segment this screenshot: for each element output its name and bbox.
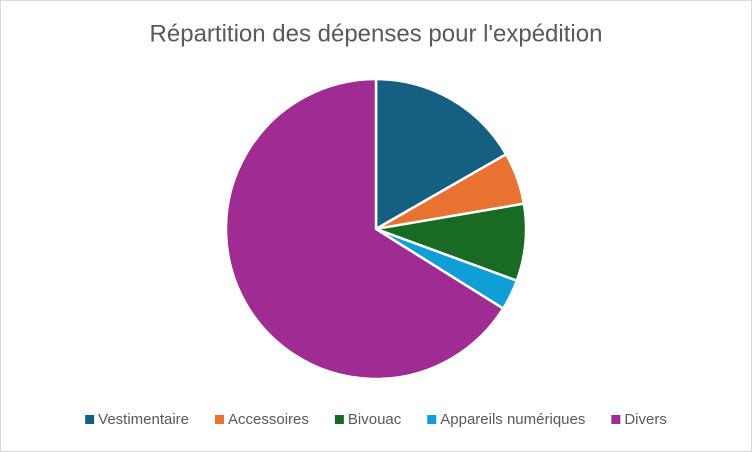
legend-label: Appareils numériques bbox=[440, 411, 585, 428]
legend-swatch bbox=[215, 415, 225, 424]
legend-label: Accessoires bbox=[228, 411, 309, 428]
legend-label: Vestimentaire bbox=[98, 411, 189, 428]
pie-slice bbox=[224, 77, 505, 381]
legend-swatch bbox=[85, 415, 95, 424]
legend-label: Bivouac bbox=[348, 411, 402, 428]
chart-title: Répartition des dépenses pour l'expéditi… bbox=[150, 20, 603, 47]
legend-swatch bbox=[427, 415, 437, 424]
pie-slice bbox=[374, 77, 508, 232]
legend-swatch bbox=[611, 415, 621, 424]
legend-swatch bbox=[334, 415, 344, 424]
pie bbox=[224, 77, 528, 381]
legend-label: Divers bbox=[624, 411, 667, 428]
legend: Vestimentaire Accessoires Bivouac Appareils… bbox=[85, 411, 667, 428]
